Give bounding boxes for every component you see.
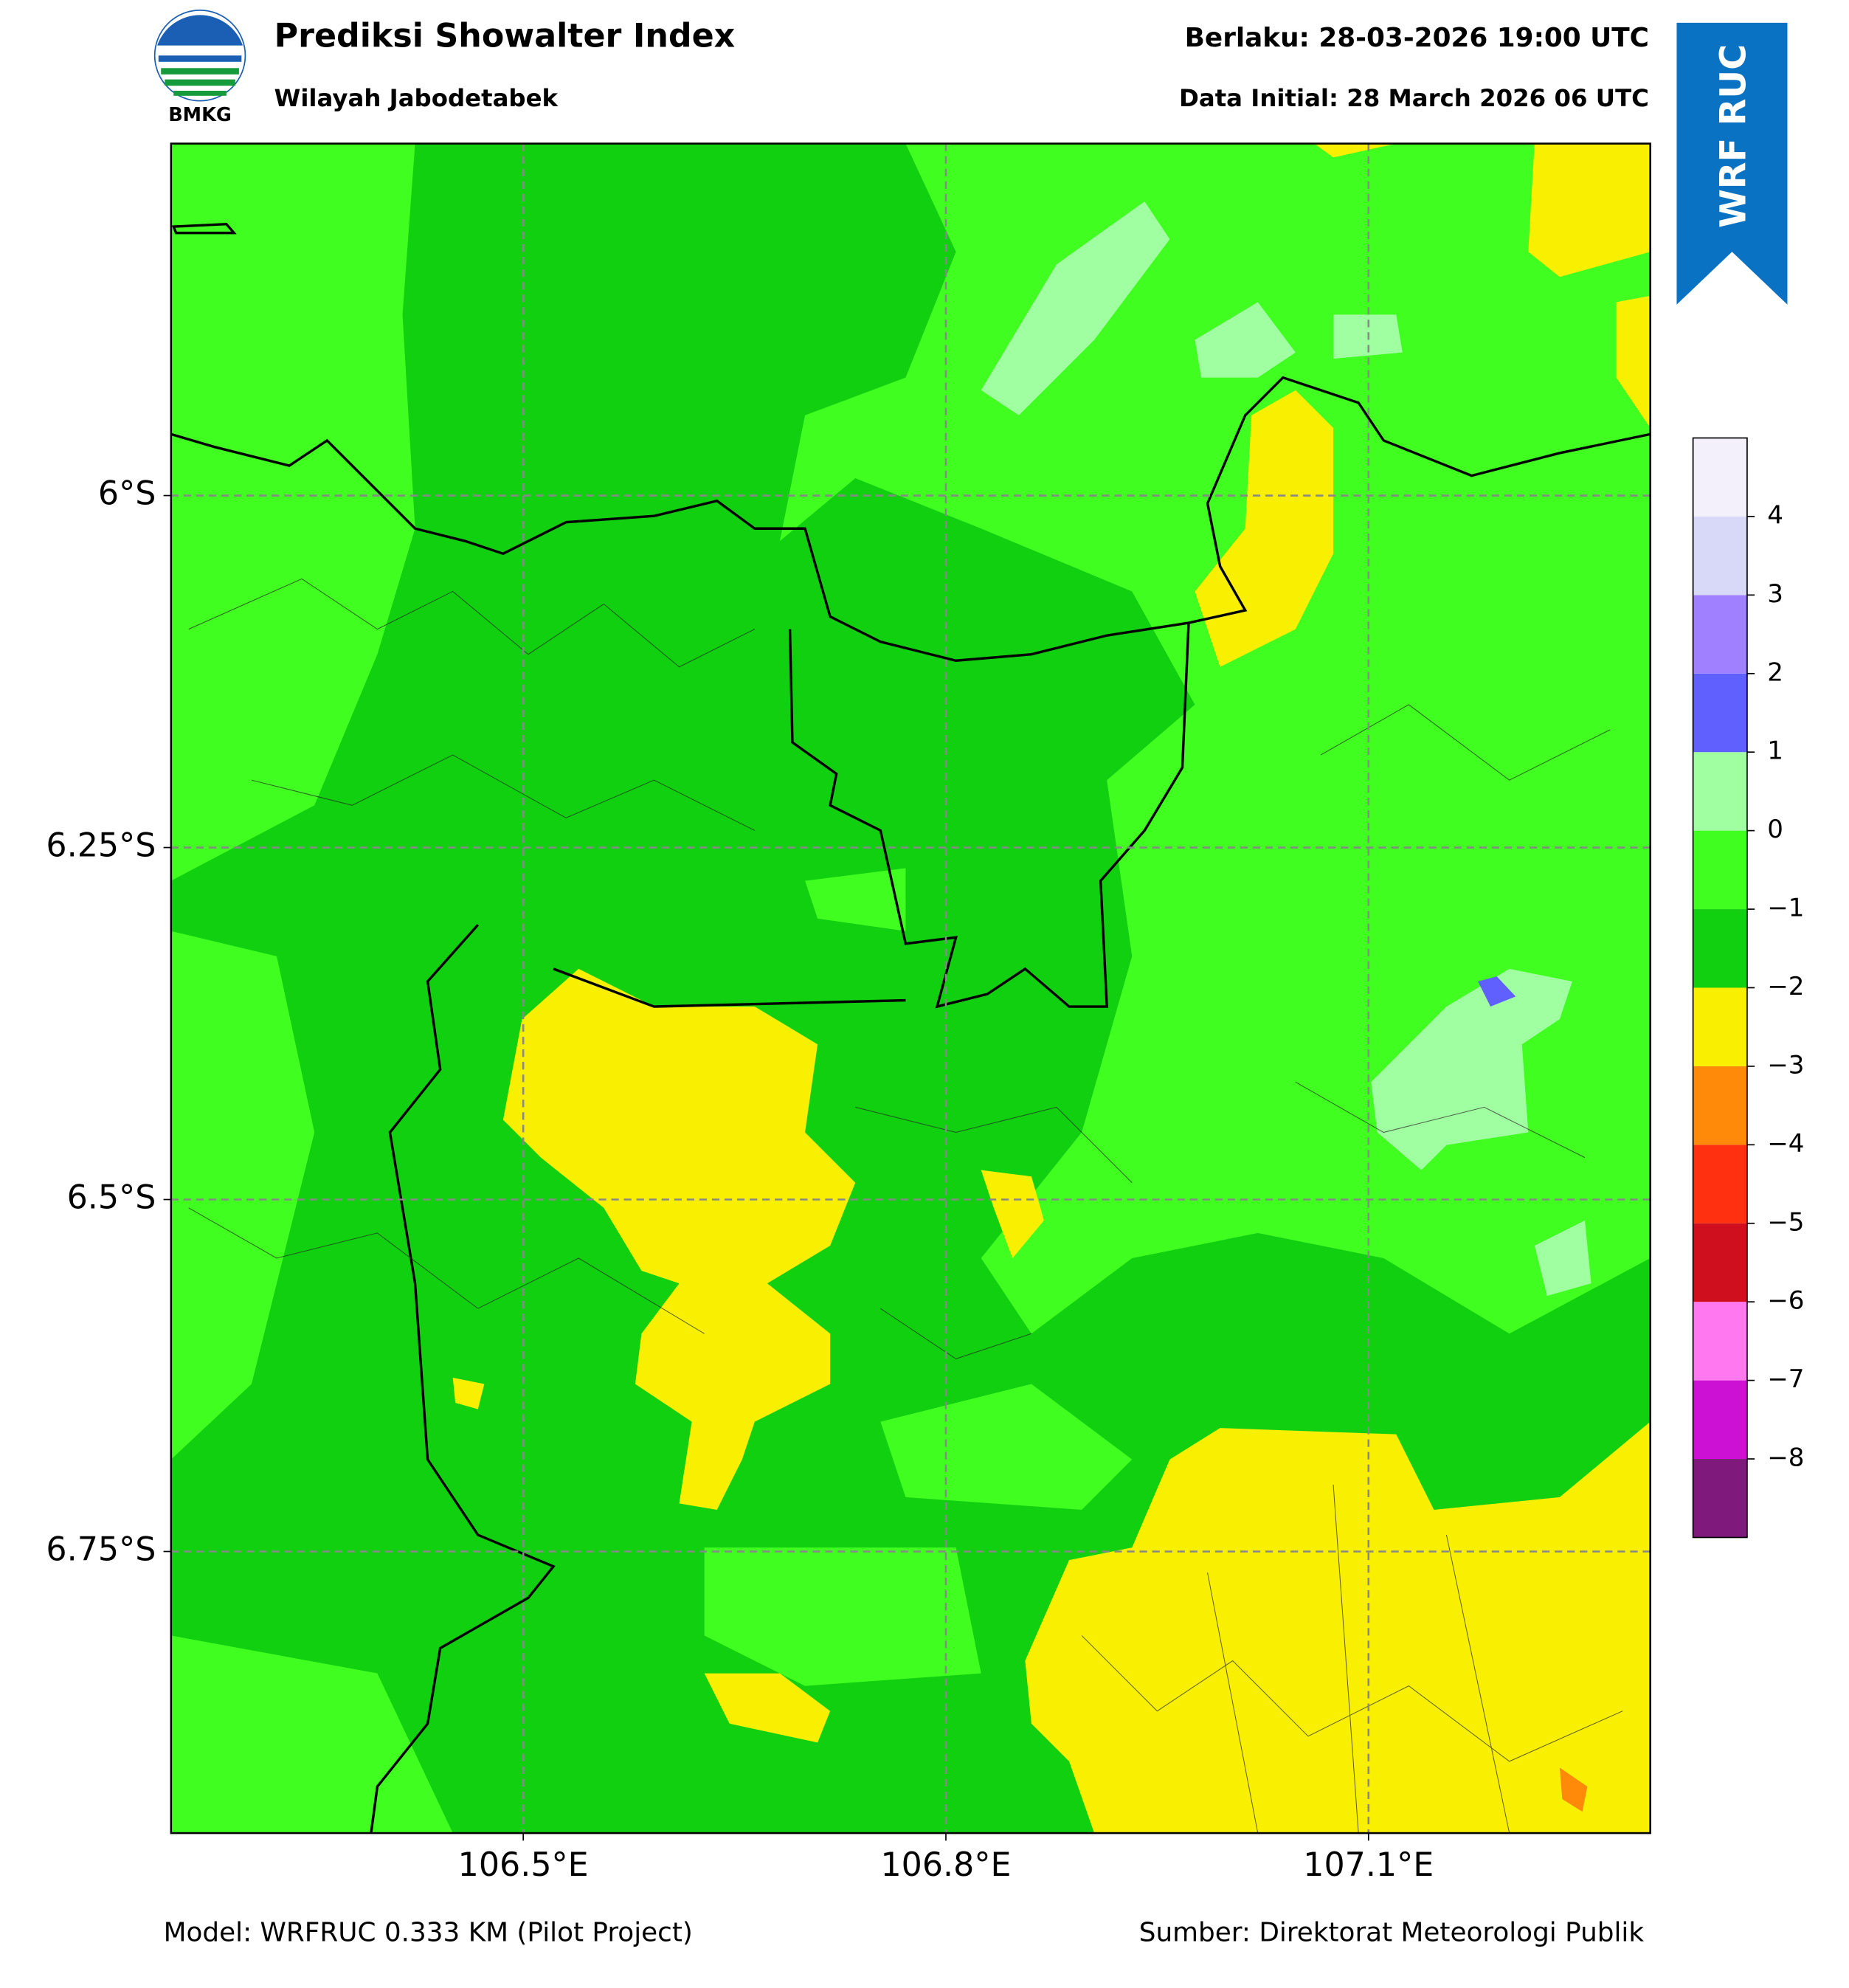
- colorbar-tick-label: 2: [1767, 658, 1783, 687]
- y-tick-label: 6.5°S: [67, 1179, 156, 1217]
- colorbar-band: [1693, 909, 1747, 988]
- y-tick-label: 6.75°S: [46, 1530, 156, 1568]
- bmkg-logo: BMKG: [153, 10, 246, 126]
- footer-right: Sumber: Direktorat Meteorologi Publik: [1139, 1917, 1645, 1947]
- colorbar-band: [1693, 1145, 1747, 1223]
- colorbar-band: [1693, 673, 1747, 753]
- valid-time: Berlaku: 28-03-2026 19:00 UTC: [1185, 23, 1649, 53]
- colorbar-band: [1693, 830, 1747, 910]
- colorbar-tick-label: 0: [1767, 815, 1783, 844]
- colorbar-tick-label: −5: [1767, 1207, 1804, 1237]
- colorbar-tick-label: −8: [1767, 1443, 1804, 1473]
- y-tick-label: 6°S: [98, 475, 156, 513]
- colorbar-tick-label: −6: [1767, 1286, 1804, 1316]
- colorbar-band: [1693, 1066, 1747, 1145]
- colorbar-tick-label: −3: [1767, 1050, 1804, 1080]
- colorbar-band: [1693, 1459, 1747, 1538]
- showalter-field: [170, 143, 1651, 1834]
- x-tick-label: 106.5°E: [458, 1846, 589, 1884]
- subtitle: Wilayah Jabodetabek: [274, 84, 559, 112]
- logo-text: BMKG: [168, 104, 232, 126]
- x-tick-label: 106.8°E: [880, 1846, 1011, 1884]
- colorbar-tick-label: 1: [1767, 736, 1783, 766]
- title: Prediksi Showalter Index: [274, 17, 736, 55]
- badge-text: WRF RUC: [1714, 44, 1755, 228]
- colorbar-band: [1693, 516, 1747, 596]
- data-initial: Data Initial: 28 March 2026 06 UTC: [1179, 84, 1649, 112]
- x-tick-label: 107.1°E: [1303, 1846, 1434, 1884]
- colorbar-band: [1693, 1223, 1747, 1302]
- footer-left: Model: WRFRUC 0.333 KM (Pilot Project): [164, 1917, 693, 1947]
- colorbar-band: [1693, 595, 1747, 674]
- colorbar-tick-label: 3: [1767, 579, 1783, 609]
- colorbar-band: [1693, 752, 1747, 831]
- colorbar-tick-label: −2: [1767, 972, 1804, 1001]
- colorbar-tick-label: 4: [1767, 500, 1783, 530]
- y-tick-label: 6.25°S: [46, 827, 156, 865]
- colorbar-band: [1693, 987, 1747, 1066]
- colorbar-band: [1693, 1380, 1747, 1460]
- grid-layer: [170, 143, 1651, 1834]
- wrf-ruc-badge: WRF RUC: [1676, 22, 1788, 305]
- colorbar-band: [1693, 438, 1747, 517]
- colorbar-tick-label: −4: [1767, 1129, 1804, 1159]
- colorbar-band: [1693, 1302, 1747, 1381]
- map-frame: [170, 142, 1651, 1835]
- colorbar-tick-label: −7: [1767, 1364, 1804, 1394]
- colorbar-tick-label: −1: [1767, 894, 1804, 923]
